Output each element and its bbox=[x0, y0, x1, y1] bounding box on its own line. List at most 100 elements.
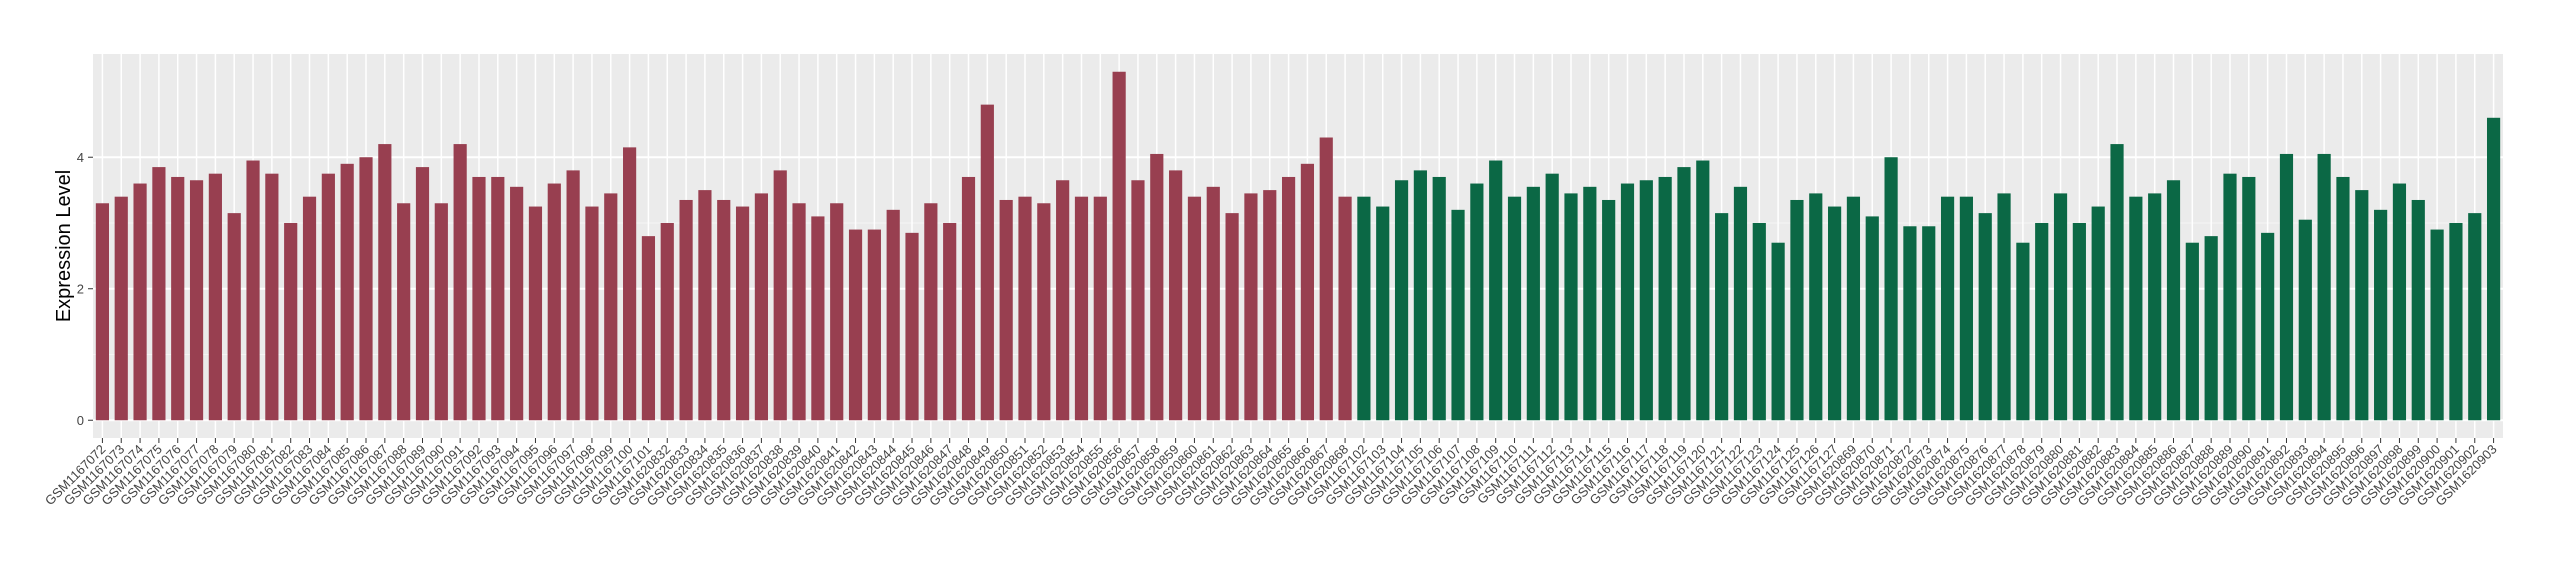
bar bbox=[1470, 183, 1484, 421]
bar bbox=[1809, 193, 1823, 421]
bar bbox=[2129, 196, 2143, 421]
bar bbox=[1037, 203, 1051, 421]
bar bbox=[2166, 180, 2181, 421]
bar bbox=[1319, 137, 1333, 421]
bar bbox=[472, 176, 486, 421]
bar bbox=[1790, 199, 1804, 421]
bar bbox=[1451, 209, 1465, 421]
bar bbox=[886, 209, 900, 421]
bar bbox=[2204, 236, 2218, 421]
bar bbox=[1432, 176, 1446, 421]
bar bbox=[246, 160, 260, 421]
bar bbox=[2110, 144, 2124, 421]
bar bbox=[1752, 222, 1766, 421]
bar bbox=[2035, 222, 2049, 421]
bar bbox=[1828, 206, 1842, 421]
bar bbox=[2091, 206, 2105, 421]
bar bbox=[133, 183, 147, 421]
bar bbox=[2374, 209, 2388, 421]
bar bbox=[623, 147, 637, 421]
bar bbox=[1602, 199, 1616, 421]
bar bbox=[2355, 190, 2369, 421]
bar bbox=[679, 199, 693, 421]
bar bbox=[2298, 219, 2312, 421]
bar bbox=[2392, 183, 2407, 421]
bar bbox=[1074, 196, 1089, 421]
bar bbox=[547, 183, 561, 421]
y-tick-label: 4 bbox=[77, 150, 84, 165]
bar bbox=[1959, 196, 1973, 421]
bar bbox=[340, 163, 354, 421]
bar bbox=[1281, 176, 1296, 421]
bar bbox=[1545, 173, 1559, 421]
bar bbox=[1507, 196, 1522, 421]
bar bbox=[510, 186, 524, 421]
bar bbox=[698, 190, 712, 421]
bar bbox=[2185, 242, 2199, 421]
bar bbox=[2053, 193, 2068, 421]
bar bbox=[1564, 193, 1578, 421]
bar bbox=[1715, 213, 1729, 421]
bar bbox=[1639, 180, 1653, 421]
bar bbox=[189, 180, 204, 421]
bar bbox=[415, 167, 430, 421]
bar bbox=[1263, 190, 1277, 421]
bar bbox=[1093, 196, 1107, 421]
bar bbox=[1846, 196, 1861, 421]
bar bbox=[735, 206, 750, 421]
bar bbox=[1620, 183, 1635, 421]
bar bbox=[1771, 242, 1785, 421]
bar bbox=[566, 170, 580, 421]
bar bbox=[1187, 196, 1202, 421]
bar bbox=[1131, 180, 1145, 421]
bar bbox=[1225, 213, 1239, 421]
bar bbox=[1733, 186, 1748, 421]
bar bbox=[1056, 180, 1070, 421]
bar bbox=[2148, 193, 2162, 421]
bar bbox=[2279, 153, 2294, 421]
bar bbox=[1978, 213, 1992, 421]
bar bbox=[152, 167, 166, 421]
bar bbox=[1940, 196, 1955, 421]
bar bbox=[302, 196, 317, 421]
bar bbox=[434, 203, 448, 421]
bar bbox=[2336, 176, 2350, 421]
bar bbox=[2072, 222, 2086, 421]
bar bbox=[2016, 242, 2030, 421]
y-tick-label: 2 bbox=[77, 282, 84, 297]
bar bbox=[717, 199, 731, 421]
bar bbox=[1112, 71, 1126, 421]
bar bbox=[1376, 206, 1390, 421]
bar bbox=[1696, 160, 1710, 421]
bar bbox=[528, 206, 543, 421]
bar bbox=[1526, 186, 1540, 421]
bar bbox=[321, 173, 335, 421]
bar bbox=[1677, 167, 1691, 421]
bar bbox=[378, 144, 392, 421]
bar bbox=[2430, 229, 2444, 421]
bar bbox=[491, 176, 505, 421]
bar bbox=[811, 216, 825, 421]
y-tick-label: 0 bbox=[77, 413, 84, 428]
bar bbox=[754, 193, 768, 421]
bar bbox=[2242, 176, 2256, 421]
bar bbox=[284, 222, 298, 421]
bar bbox=[792, 203, 806, 421]
bar bbox=[905, 232, 919, 421]
bar bbox=[2411, 199, 2425, 421]
bar bbox=[1997, 193, 2011, 421]
bar bbox=[848, 229, 863, 421]
bar bbox=[1884, 157, 1898, 421]
bar bbox=[867, 229, 881, 421]
bar bbox=[171, 176, 185, 421]
bar bbox=[2261, 232, 2275, 421]
bar bbox=[359, 157, 373, 421]
bar bbox=[2449, 222, 2463, 421]
bar bbox=[1338, 196, 1352, 421]
bar bbox=[453, 144, 467, 421]
bar bbox=[1583, 186, 1597, 421]
bar bbox=[397, 203, 411, 421]
bar bbox=[1903, 226, 1917, 421]
bar bbox=[1206, 186, 1220, 421]
